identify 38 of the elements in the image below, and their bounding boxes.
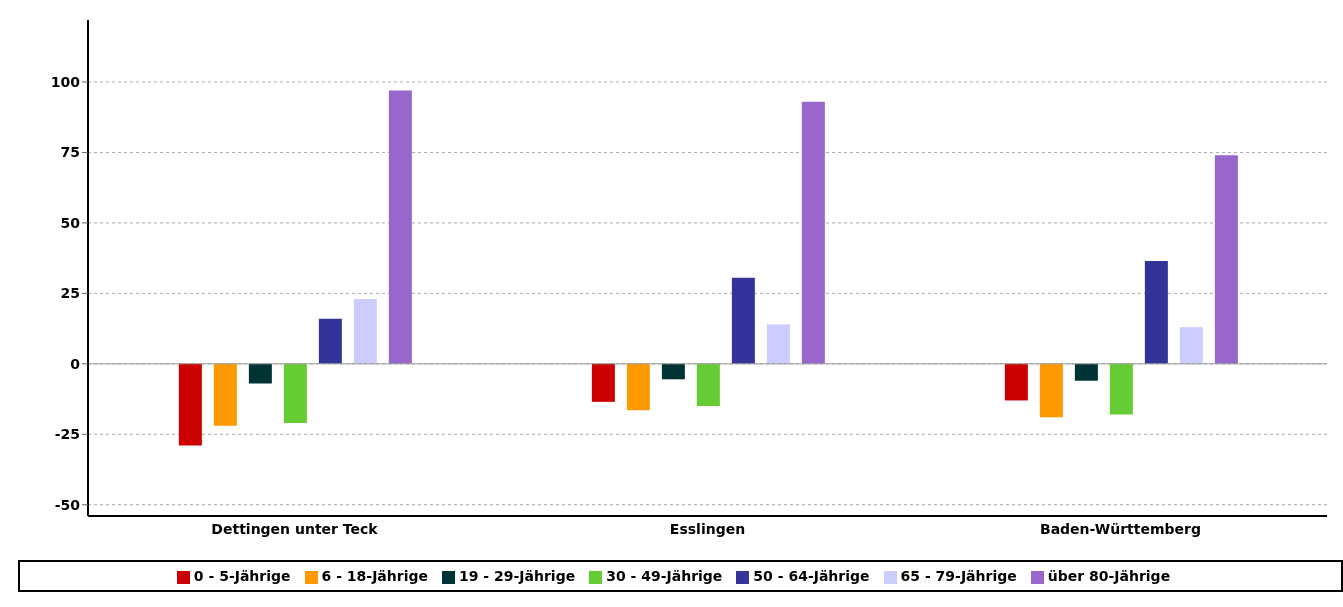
bar (591, 363, 615, 402)
bar (213, 363, 237, 426)
y-tick-label: 75 (60, 144, 80, 161)
x-tick-label: Dettingen unter Teck (211, 520, 379, 537)
y-tick-label: 25 (60, 285, 80, 302)
bar (1179, 327, 1203, 364)
y-tick-label: 0 (70, 355, 81, 372)
bar (731, 277, 755, 364)
legend-label: über 80-Jährige (1047, 568, 1171, 584)
bar (388, 90, 412, 364)
bar (1039, 363, 1063, 418)
bar (1074, 363, 1098, 381)
bar (766, 324, 790, 364)
bar (353, 299, 377, 364)
legend-label: 6 - 18-Jährige (321, 568, 428, 584)
y-tick-label: -50 (54, 496, 81, 513)
bar (626, 363, 650, 411)
x-tick-label: Baden-Württemberg (1039, 520, 1202, 537)
legend-label: 65 - 79-Jährige (900, 568, 1017, 584)
bar (1144, 260, 1168, 364)
bar (1004, 363, 1028, 401)
legend-label: 50 - 64-Jährige (753, 568, 870, 584)
bar (696, 363, 720, 407)
bar (178, 363, 202, 446)
legend-label: 30 - 49-Jährige (606, 568, 723, 584)
bar (661, 363, 685, 380)
x-tick-label: Esslingen (669, 520, 746, 537)
legend-label: 0 - 5-Jährige (193, 568, 291, 584)
legend-label: 19 - 29-Jährige (458, 568, 576, 584)
bar (1214, 155, 1238, 364)
bar (801, 101, 825, 364)
y-tick-label: 100 (50, 73, 81, 90)
bar (283, 363, 307, 423)
bar (1109, 363, 1133, 415)
y-tick-label: 50 (60, 214, 81, 231)
bar (248, 363, 272, 384)
y-tick-label: -25 (54, 426, 80, 443)
bar (318, 318, 342, 364)
